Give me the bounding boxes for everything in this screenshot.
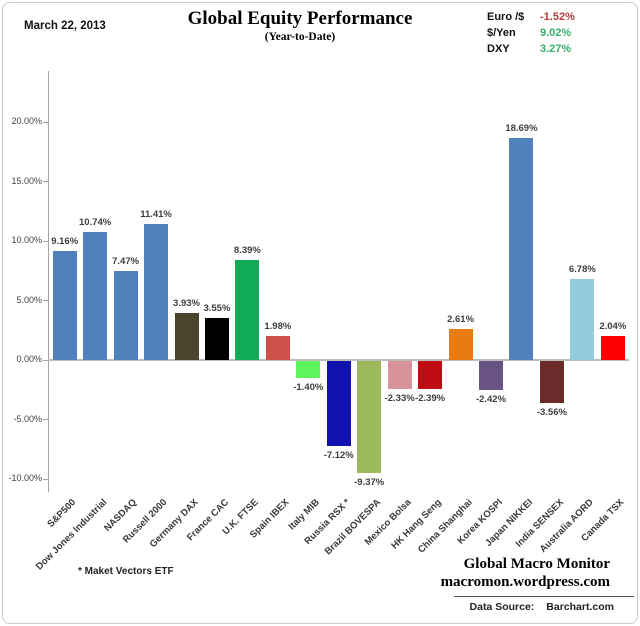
bar-russell-2000: [144, 224, 169, 360]
bar-value-label-korea-kospi: -2.42%: [475, 393, 507, 405]
y-tick-label: -5.00%: [13, 413, 42, 424]
chart-title: Global Equity Performance: [187, 8, 413, 29]
bar-s-p500: [52, 250, 77, 360]
currency-row-eur: Euro /$ -1.52%: [487, 9, 575, 25]
bar-spain-ibex: [265, 336, 290, 360]
y-tick-label: 0.00%: [16, 354, 42, 364]
bar-value-label-japan-nikkei: 18.69%: [505, 122, 538, 134]
bar-china-shanghai: [448, 328, 473, 360]
datasource-line: Data Source: Barchart.com: [470, 601, 614, 613]
brand-url: macromon.wordpress.com: [440, 574, 610, 590]
y-tick-mark: [43, 419, 48, 420]
y-tick-mark: [43, 240, 48, 242]
bar-nasdaq: [113, 271, 138, 360]
bar-value-label-nasdaq: 7.47%: [112, 256, 140, 268]
chart-header: Global Equity Performance (Year-to-Date): [120, 8, 480, 43]
bar-australia-aord: [570, 279, 595, 360]
currency-label: Euro /$: [487, 11, 525, 23]
bar-value-label-china-shanghai: 2.61%: [447, 313, 475, 325]
bar-germany-dax: [174, 313, 199, 360]
bar-value-label-spain-ibex: 1.98%: [264, 321, 292, 333]
datasource-value: Barchart.com: [546, 601, 614, 613]
y-tick-mark: [43, 359, 48, 361]
brand-name: Global Macro Monitor: [463, 556, 610, 572]
currency-value: 9.02%: [540, 27, 572, 39]
zero-gridline: [48, 359, 629, 361]
y-tick-mark: [43, 300, 48, 301]
bar-value-label-russell-2000: 11.41%: [140, 209, 172, 221]
currency-row-dxy: DXY 3.27%: [487, 41, 575, 57]
y-tick-label: 10.00%: [11, 235, 42, 245]
bar-canada-tsx: [600, 335, 625, 360]
y-tick-label: 5.00%: [16, 294, 42, 305]
datasource-divider: [454, 596, 634, 597]
bar-value-label-mexico-bolsa: -2.33%: [384, 392, 415, 404]
bar-value-label-brazil-bovespa: -9.37%: [354, 476, 385, 488]
y-axis-line: [48, 71, 49, 492]
bar-mexico-bolsa: [387, 361, 412, 389]
bar-brazil-bovespa: [357, 361, 382, 473]
bar-value-label-germany-dax: 3.93%: [173, 298, 200, 310]
y-tick-label: -10.00%: [8, 473, 42, 483]
bar-value-label-australia-aord: 6.78%: [568, 264, 596, 276]
bar-value-label-canada-tsx: 2.04%: [599, 320, 627, 332]
bar-value-label-russia-rsx: -7.12%: [323, 449, 354, 461]
bar-dow-jones-industrial: [83, 232, 108, 360]
currency-label: DXY: [487, 43, 510, 55]
currency-value: 3.27%: [540, 43, 572, 55]
y-tick-mark: [43, 121, 48, 123]
currency-summary: Euro /$ -1.52% $/Yen 9.02% DXY 3.27%: [487, 9, 575, 57]
y-tick-mark: [43, 478, 48, 480]
chart-subtitle: (Year-to-Date): [264, 31, 336, 43]
bar-u-k-ftse: [235, 260, 260, 360]
currency-label: $/Yen: [487, 27, 516, 39]
etf-footnote: * Maket Vectors ETF: [78, 566, 174, 577]
bar-value-label-france-cac: 3.55%: [203, 302, 231, 314]
datasource-label: Data Source:: [469, 601, 535, 613]
currency-value: -1.52%: [540, 11, 575, 23]
report-date: March 22, 2013: [24, 20, 106, 32]
x-axis-label-australia-aord: Australia AORD: [538, 497, 597, 555]
y-tick-mark: [43, 181, 48, 182]
bar-value-label-hk-hang-seng: -2.39%: [415, 393, 446, 405]
bar-india-sensex: [539, 361, 564, 404]
bar-france-cac: [204, 317, 229, 360]
bar-value-label-s-p500: 9.16%: [51, 235, 79, 247]
bar-hk-hang-seng: [418, 361, 443, 390]
x-axis-label-china-shanghai: China Shanghai: [415, 497, 475, 556]
y-tick-label: 20.00%: [11, 116, 42, 126]
bar-value-label-u-k-ftse: 8.39%: [233, 245, 261, 257]
y-tick-label: 15.00%: [11, 175, 42, 186]
bar-korea-kospi: [479, 361, 503, 390]
bar-japan-nikkei: [509, 137, 534, 360]
bar-value-label-dow-jones-industrial: 10.74%: [79, 217, 112, 229]
bar-value-label-india-sensex: -3.56%: [536, 407, 567, 419]
currency-row-yen: $/Yen 9.02%: [487, 25, 575, 41]
bar-italy-mib: [296, 361, 321, 378]
bar-russia-rsx: [326, 361, 351, 446]
bar-value-label-italy-mib: -1.40%: [293, 381, 324, 393]
